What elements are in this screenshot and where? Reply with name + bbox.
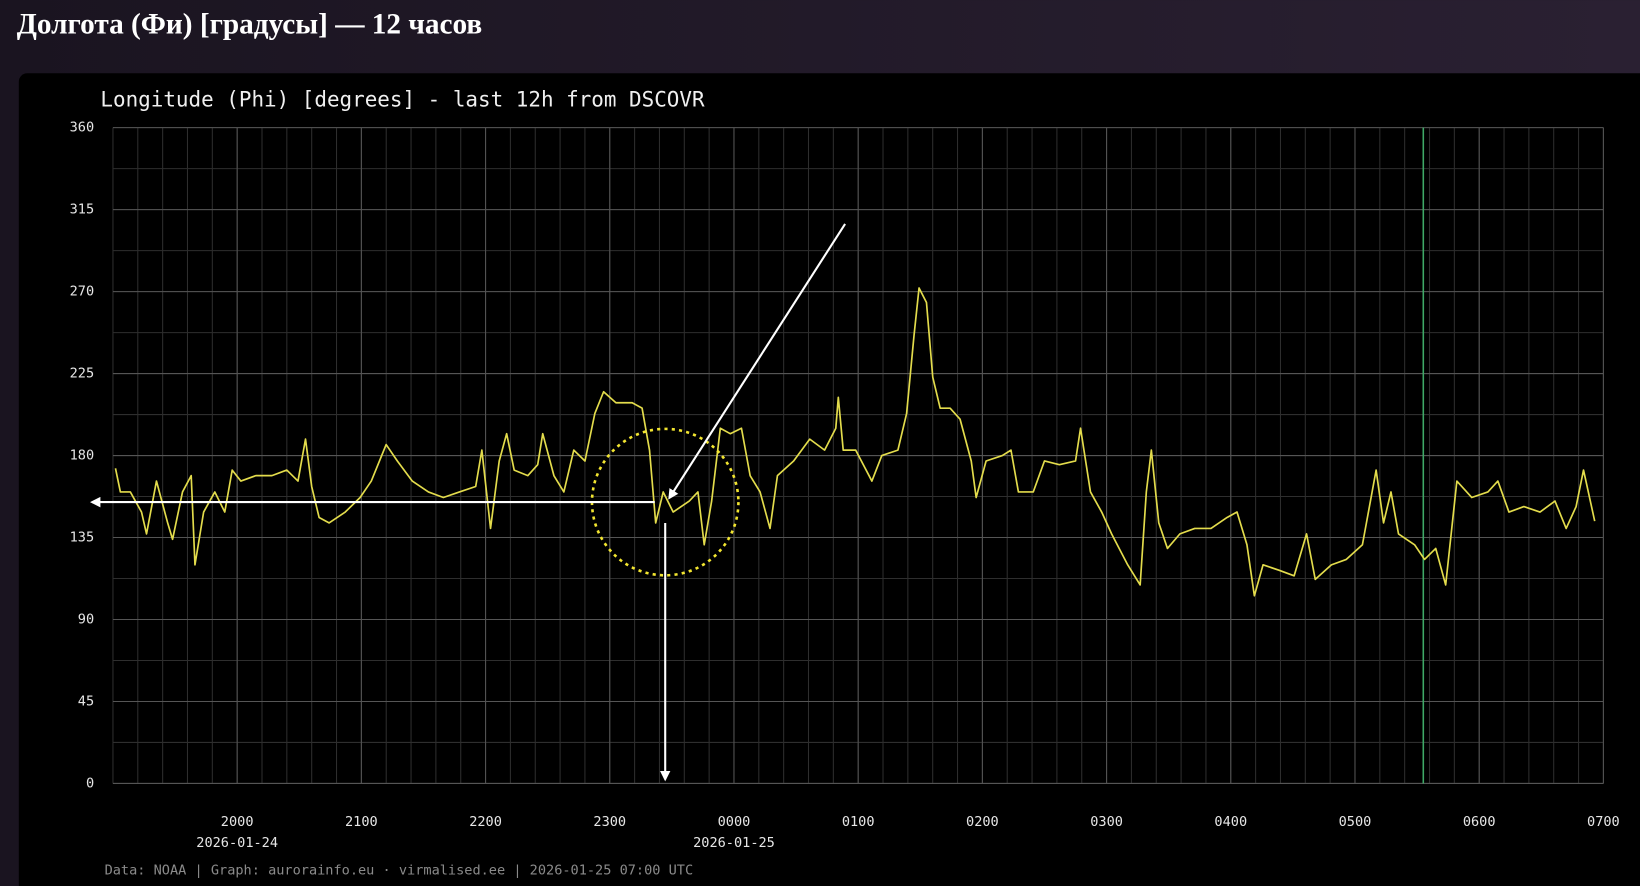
y-tick-label: 135 (70, 530, 95, 546)
x-tick-label: 0300 (1090, 814, 1123, 830)
arrow-pointer (668, 223, 846, 500)
x-tick-label: 2200 (469, 814, 502, 830)
y-tick-label: 0 (86, 775, 94, 791)
y-tick-label: 180 (70, 448, 95, 464)
y-tick-label: 315 (70, 202, 95, 218)
data-line (114, 287, 1596, 597)
chart-footer: Data: NOAA | Graph: aurorainfo.eu · virm… (105, 862, 694, 878)
y-tick-label: 225 (70, 366, 95, 382)
y-tick-label: 90 (78, 611, 94, 627)
x-tick-label: 0500 (1339, 814, 1372, 830)
x-tick-label: 2300 (593, 814, 626, 830)
x-tick-label: 2100 (345, 814, 378, 830)
plot: 0 45 90 135 180 225 270 315 360 2000 2100 2200 2300 0… (70, 120, 1620, 851)
y-tick-label: 45 (78, 693, 94, 709)
grid (112, 127, 1604, 784)
chart-title: Longitude (Phi) [degrees] - last 12h fro… (100, 87, 705, 111)
x-tick-label: 0000 (718, 814, 751, 830)
x-tick-label: 0400 (1214, 814, 1247, 830)
y-tick-label: 270 (70, 284, 95, 300)
x-tick-label: 0600 (1463, 814, 1496, 830)
x-tick-label: 0100 (842, 814, 875, 830)
x-tick-label: 0700 (1587, 814, 1620, 830)
y-tick-label: 360 (70, 120, 95, 136)
x-tick-label: 0200 (966, 814, 999, 830)
x-date-label: 2026-01-25 (693, 835, 775, 851)
x-tick-label: 2000 (221, 814, 254, 830)
x-date-label: 2026-01-24 (196, 835, 278, 851)
annotations (89, 223, 846, 782)
chart-panel (18, 73, 1640, 886)
page-heading: Долгота (Фи) [градусы] — 12 часов (17, 9, 482, 41)
